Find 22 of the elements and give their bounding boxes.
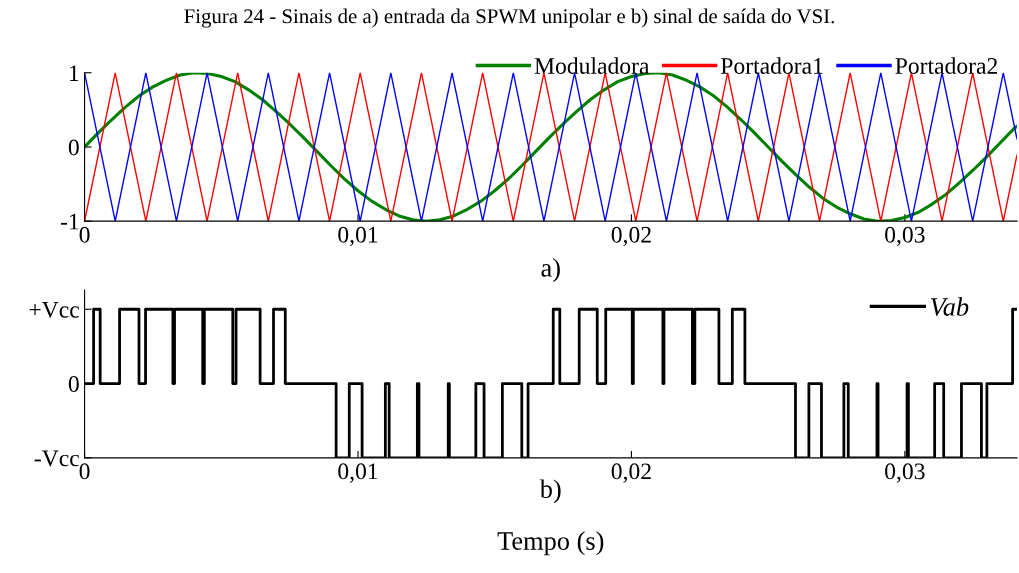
x-tick-label: 0,02 (611, 463, 651, 483)
text: -Vcc (34, 450, 79, 467)
text: b) (539, 479, 561, 504)
legend-label: Portadora2 (895, 57, 998, 74)
y-tick-label: -1 (60, 213, 79, 230)
x-tick-label: 0,03 (885, 226, 925, 247)
line-series (84, 72, 1017, 222)
x-tick-label: 0 (79, 463, 90, 480)
legend-label: Moduladora (534, 57, 650, 74)
x-tick-label: 0 (79, 226, 90, 243)
text: a) (541, 258, 560, 283)
text: +Vcc (29, 301, 79, 318)
legend-label: Portadora1 (720, 57, 823, 74)
y-tick-label: 1 (69, 65, 79, 81)
x-tick-label: 0,02 (611, 226, 651, 247)
x-tick-label: 0,01 (338, 463, 378, 483)
x-tick-label: 0,03 (885, 463, 925, 483)
legend-label: Vab (930, 297, 969, 317)
x-axis-title: Tempo (s) (497, 531, 604, 556)
y-tick-label: 0 (68, 139, 79, 156)
x-tick-label: 0,01 (338, 226, 378, 247)
chart-title: Figura 24 - Sinais de a) entrada da SPWM unipolar e b) sinal de saída do VSI. (184, 8, 834, 28)
